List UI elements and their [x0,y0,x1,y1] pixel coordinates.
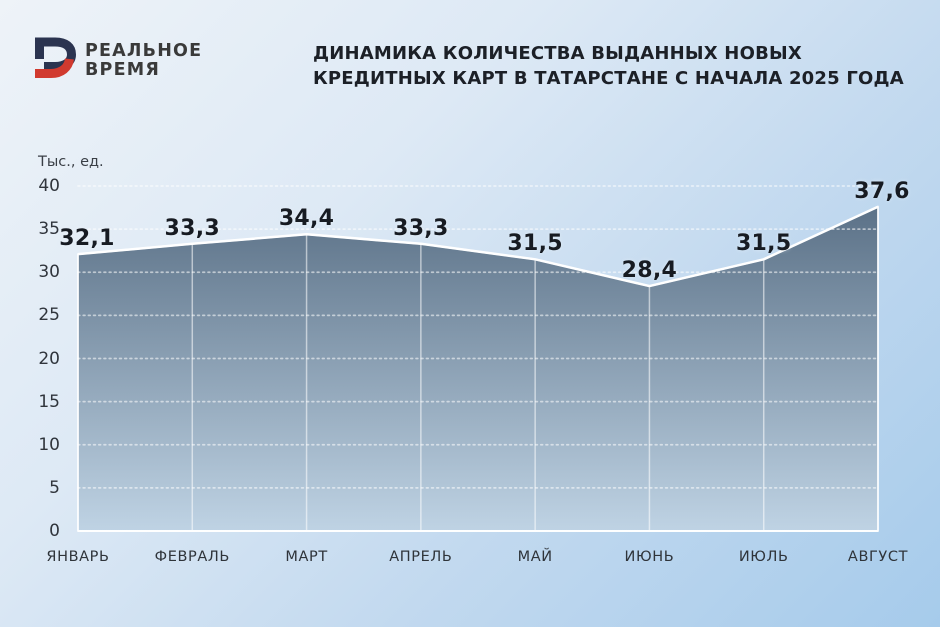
y-tick-label: 30 [38,262,60,283]
data-point-label: 34,4 [278,206,335,232]
chart-title-line1: ДИНАМИКА КОЛИЧЕСТВА ВЫДАННЫХ НОВЫХ [313,43,802,64]
data-point-label: 32,1 [59,226,115,252]
y-tick-label: 35 [38,219,60,240]
x-tick-label: АВГУСТ [847,549,909,565]
data-point-label: 33,3 [164,215,221,241]
x-tick-label: АПРЕЛЬ [389,549,453,565]
trend-line [77,205,879,288]
x-tick-label: ИЮНЬ [624,549,675,565]
logo-icon-navy-stroke [35,37,76,71]
y-tick-label: 20 [38,348,60,369]
y-tick-label: 0 [49,521,60,541]
x-tick-label: МАЙ [517,549,553,565]
y-axis-unit-label: Тыс., ед. [38,154,104,170]
realnoe-vremya-logo-icon [35,37,76,78]
brand-name-line1: РЕАЛЬНОЕ [85,41,203,61]
brand-name-line2: ВРЕМЯ [85,60,161,80]
y-tick-label: 40 [38,176,60,196]
logo-icon-navy-stem [35,44,44,59]
x-tick-label: ИЮЛЬ [738,549,789,565]
brand-logo: РЕАЛЬНОЕ ВРЕМЯ [28,36,202,84]
data-point-label: 37,6 [854,178,910,204]
data-point-label: 28,4 [621,258,678,284]
data-point-label: 33,3 [393,215,449,241]
data-point-label: 31,5 [735,231,792,257]
y-tick-label: 15 [38,391,60,412]
y-tick-label: 25 [38,305,60,326]
y-tick-label: 5 [49,477,60,498]
brand-name: РЕАЛЬНОЕ ВРЕМЯ [85,42,202,80]
x-tick-label: МАРТ [285,549,328,565]
chart-title-line2: КРЕДИТНЫХ КАРТ В ТАТАРСТАНЕ С НАЧАЛА 202… [313,68,904,89]
x-tick-label: ЯНВАРЬ [46,549,110,565]
chart-title: ДИНАМИКА КОЛИЧЕСТВА ВЫДАННЫХ НОВЫХ КРЕДИ… [313,41,923,91]
data-point-label: 31,5 [507,231,563,257]
y-tick-label: 10 [38,434,60,455]
logo-icon-red-stroke [35,58,74,78]
x-tick-label: ФЕВРАЛЬ [154,549,230,565]
